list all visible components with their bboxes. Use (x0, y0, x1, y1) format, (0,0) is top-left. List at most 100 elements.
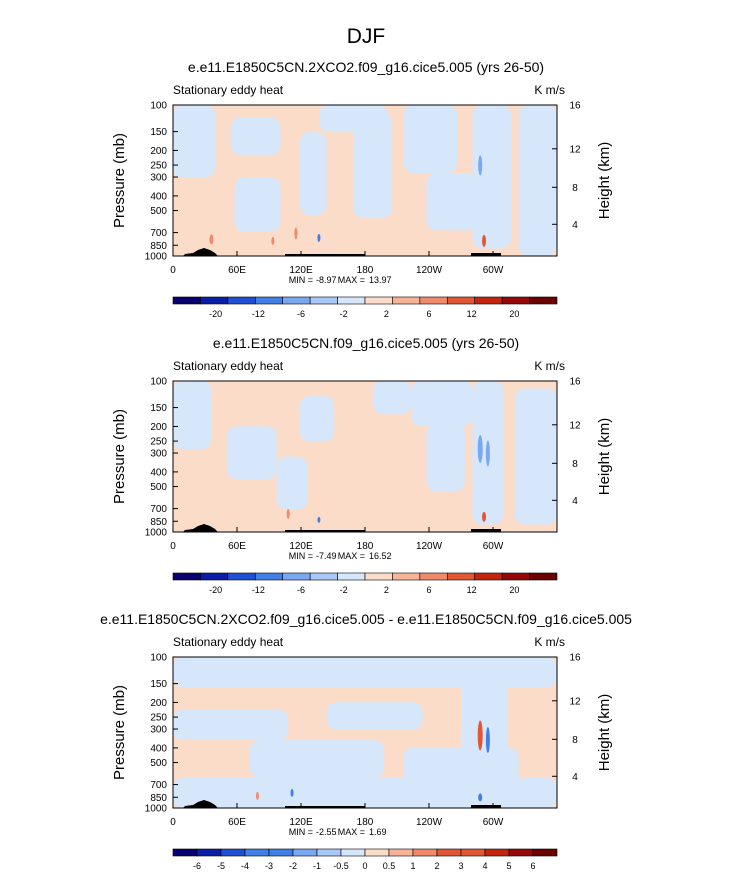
x-tick-label: 120E (289, 817, 313, 828)
y-tick-label: 500 (150, 206, 167, 217)
field-region (353, 112, 392, 219)
colorbar-swatch (446, 296, 476, 305)
colorbar-swatch (532, 848, 558, 857)
colorbar-label: 3 (458, 861, 463, 871)
colorbar-label: -6 (193, 861, 201, 871)
panel-subtitle: Stationary eddy heat (173, 359, 284, 373)
colorbar-swatch (474, 296, 503, 305)
colorbar-label: 6 (426, 309, 431, 319)
x-tick-label: 0 (170, 265, 176, 276)
stat-max-label: MAX = (338, 551, 365, 561)
field-feature (478, 793, 483, 802)
field-region (299, 396, 335, 442)
y-right-tick-label: 12 (569, 420, 581, 431)
y-axis-label: Pressure (mb) (111, 409, 128, 504)
colorbar-label: -12 (252, 309, 265, 319)
panel-title: e.e11.E1850C5CN.2XCO2.f09_g16.cice5.005 … (188, 59, 544, 75)
colorbar-swatch (501, 572, 530, 581)
y-tick-label: 300 (150, 725, 167, 736)
field-region (173, 381, 212, 449)
colorbar-swatch (200, 296, 229, 305)
x-tick-label: 180 (357, 541, 374, 552)
y-tick-label: 850 (150, 241, 167, 252)
y-tick-label: 1000 (145, 804, 168, 815)
field-region (249, 740, 385, 778)
x-tick-label: 180 (357, 265, 374, 276)
field-feature (477, 720, 483, 751)
colorbar-label: -2 (340, 309, 348, 319)
field-region (403, 105, 458, 173)
colorbar-label: 0 (362, 861, 367, 871)
panel-units: K m/s (534, 359, 565, 373)
y-right-tick-label: 16 (569, 377, 581, 388)
field-region (230, 117, 281, 155)
y-right-tick-label: 16 (569, 653, 581, 664)
x-tick-label: 60W (483, 541, 504, 552)
colorbar-label: -0.5 (333, 861, 349, 871)
field-region (234, 177, 281, 232)
y-tick-label: 200 (150, 698, 167, 709)
colorbar-swatch (200, 572, 229, 581)
y-tick-label: 250 (150, 713, 167, 724)
colorbar-label: -6 (297, 309, 305, 319)
field-feature (286, 508, 290, 519)
x-tick-label: 120E (289, 265, 313, 276)
colorbar-swatch (220, 848, 246, 857)
colorbar-label: 12 (467, 585, 477, 595)
colorbar-label: -20 (209, 309, 222, 319)
field-region (518, 105, 557, 256)
colorbar-swatch (244, 848, 270, 857)
field-region (299, 132, 327, 216)
y-tick-label: 250 (150, 437, 167, 448)
y-right-tick-label: 12 (569, 144, 581, 155)
colorbar-swatch (337, 296, 366, 305)
chart-panel-1: e.e11.E1850C5CN.2XCO2.f09_g16.cice5.005 … (111, 59, 613, 319)
y-tick-label: 400 (150, 467, 167, 478)
x-tick-label: 60E (228, 817, 246, 828)
colorbar-swatch (172, 848, 198, 857)
field-feature (317, 233, 321, 242)
field-feature (255, 791, 259, 800)
x-tick-label: 60W (483, 817, 504, 828)
colorbar-swatch (412, 848, 438, 857)
chart-panel-2: e.e11.E1850C5CN.f09_g16.cice5.005 (yrs 2… (111, 335, 613, 595)
colorbar-swatch (529, 572, 558, 581)
y-tick-label: 700 (150, 228, 167, 239)
terrain-mask (285, 806, 365, 808)
colorbar-swatch (172, 296, 201, 305)
colorbar-label: -5 (217, 861, 225, 871)
y-right-tick-label: 4 (572, 772, 578, 783)
field-feature (482, 511, 487, 522)
field-feature (290, 788, 294, 797)
y-axis-label: Pressure (mb) (111, 133, 128, 228)
colorbar-swatch (419, 572, 448, 581)
x-tick-label: 60E (228, 265, 246, 276)
colorbar-swatch (460, 848, 486, 857)
colorbar-swatch (364, 572, 393, 581)
colorbar-swatch (254, 296, 284, 305)
panel-subtitle: Stationary eddy heat (173, 83, 284, 97)
y-tick-label: 1000 (145, 252, 168, 263)
colorbar-swatch (508, 848, 534, 857)
colorbar-label: -12 (252, 585, 265, 595)
stat-min-label: MIN = (289, 551, 313, 561)
colorbar-swatch (364, 848, 390, 857)
y-right-tick-label: 8 (572, 735, 578, 746)
stat-max-label: MAX = (338, 275, 365, 285)
y-tick-label: 150 (150, 679, 167, 690)
y-tick-label: 300 (150, 449, 167, 460)
y-tick-label: 200 (150, 422, 167, 433)
colorbar-swatch (268, 848, 294, 857)
field-feature (317, 516, 321, 523)
colorbar-label: 1 (410, 861, 415, 871)
y-tick-label: 150 (150, 127, 167, 138)
y-tick-label: 500 (150, 758, 167, 769)
panel-title: e.e11.E1850C5CN.f09_g16.cice5.005 (yrs 2… (213, 335, 519, 351)
terrain-mask (183, 524, 218, 532)
y-right-axis-label: Height (km) (596, 418, 613, 496)
y-right-tick-label: 4 (572, 220, 578, 231)
y-tick-label: 1000 (145, 528, 168, 539)
y-tick-label: 250 (150, 161, 167, 172)
y-tick-label: 100 (150, 101, 167, 112)
